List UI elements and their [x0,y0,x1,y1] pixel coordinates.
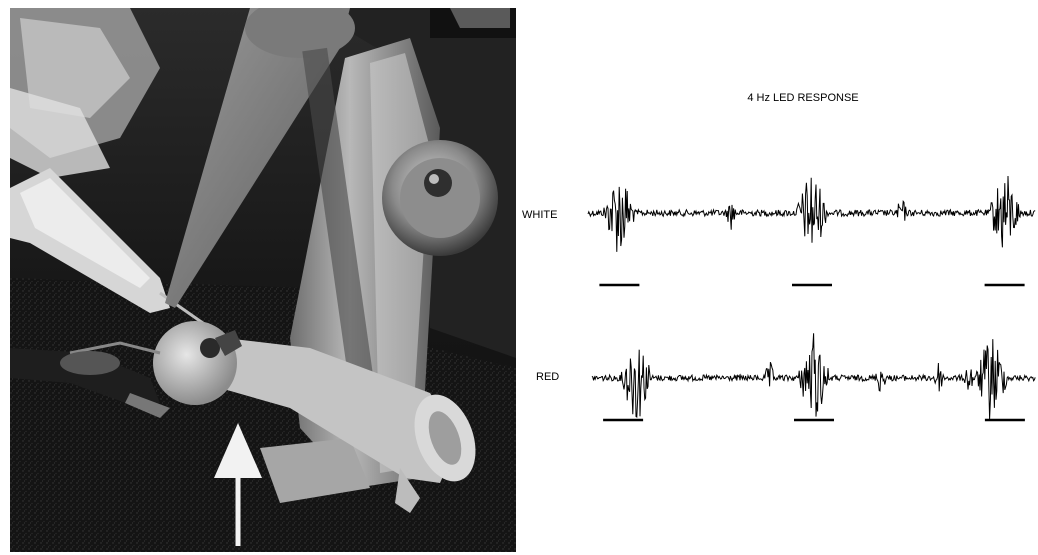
chart-title: 4 Hz LED RESPONSE [747,92,858,104]
row-label-red: RED [536,371,559,383]
trace-row-red: RED [536,333,1036,422]
trace-line-white [587,175,1036,252]
trace-line-red [591,333,1036,420]
arrow-up-icon [214,423,262,546]
photo-illustration [10,8,516,552]
led-response-svg: 4 Hz LED RESPONSE WHITE RED [522,92,1036,422]
row-label-white: WHITE [522,209,557,221]
led-response-chart: 4 Hz LED RESPONSE WHITE RED [516,0,1038,555]
dissection-rig-photo [10,8,516,552]
trace-row-white: WHITE [522,175,1036,287]
